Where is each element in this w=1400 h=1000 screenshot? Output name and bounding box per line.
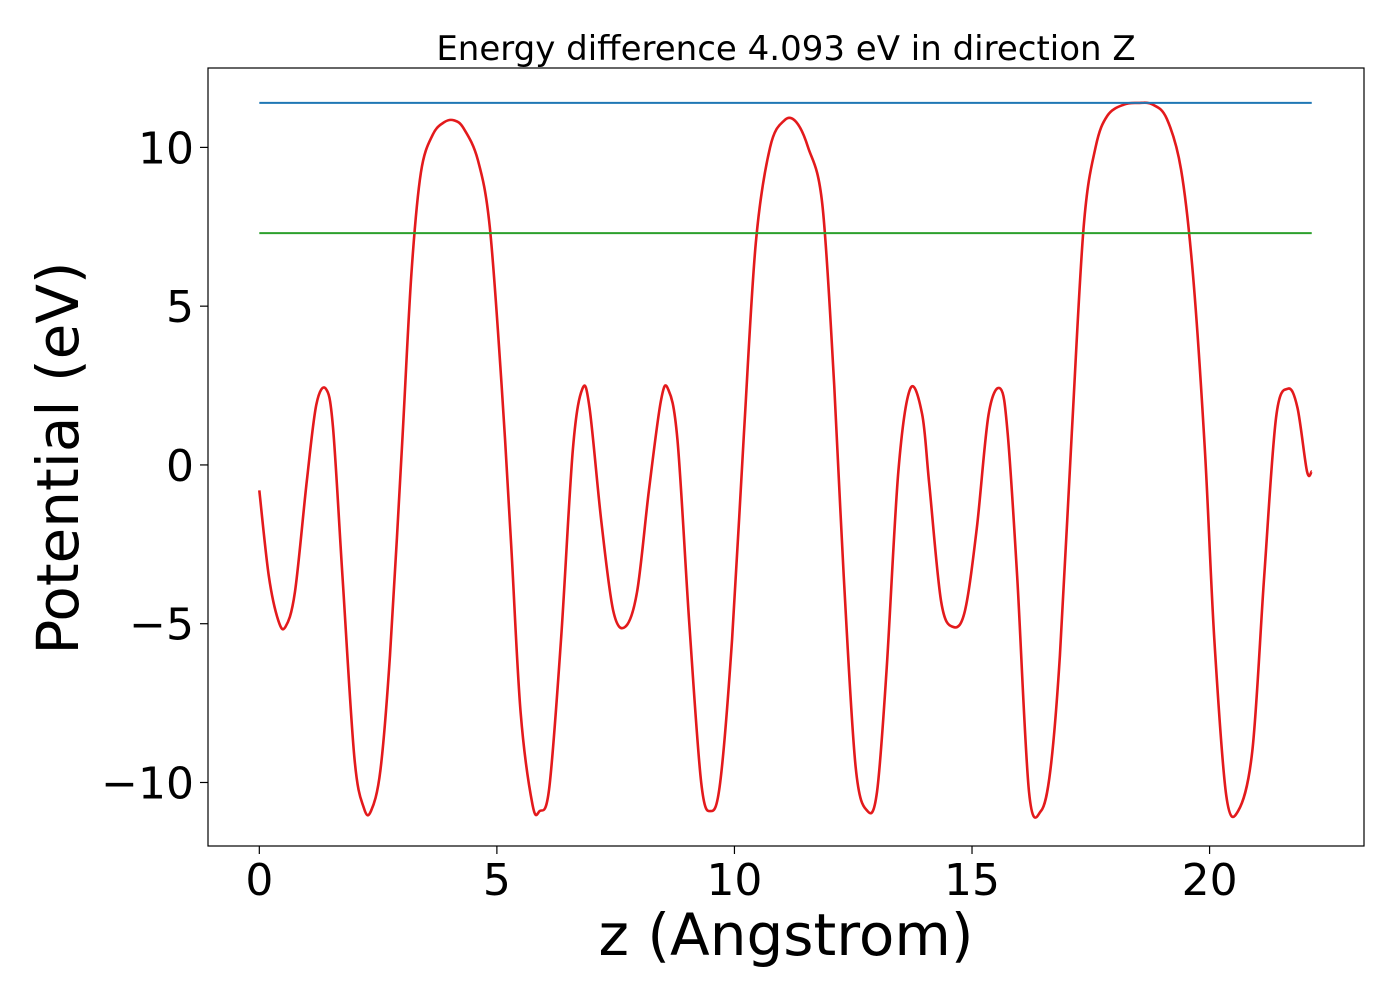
chart-title: Energy difference 4.093 eV in direction … [436, 29, 1135, 69]
plot-area [258, 101, 1314, 819]
y-tick-label: 5 [166, 282, 194, 333]
y-tick-label: −5 [129, 600, 194, 651]
x-tick-label: 15 [944, 855, 1000, 906]
y-tick-label: 0 [166, 441, 194, 492]
y-tick-label: 10 [138, 123, 194, 174]
axes: 0 5 10 15 20 −10 −5 0 5 10 [101, 67, 1365, 906]
plot-frame [207, 67, 1365, 847]
x-tick-label: 5 [483, 855, 511, 906]
x-tick-label: 20 [1182, 855, 1238, 906]
x-tick-label: 10 [706, 855, 762, 906]
x-axis-label: z (Angstrom) [599, 901, 974, 969]
y-axis-label: Potential (eV) [24, 261, 92, 654]
y-tick-label: −10 [101, 758, 194, 809]
x-tick-label: 0 [245, 855, 273, 906]
potential-curve [258, 101, 1314, 819]
